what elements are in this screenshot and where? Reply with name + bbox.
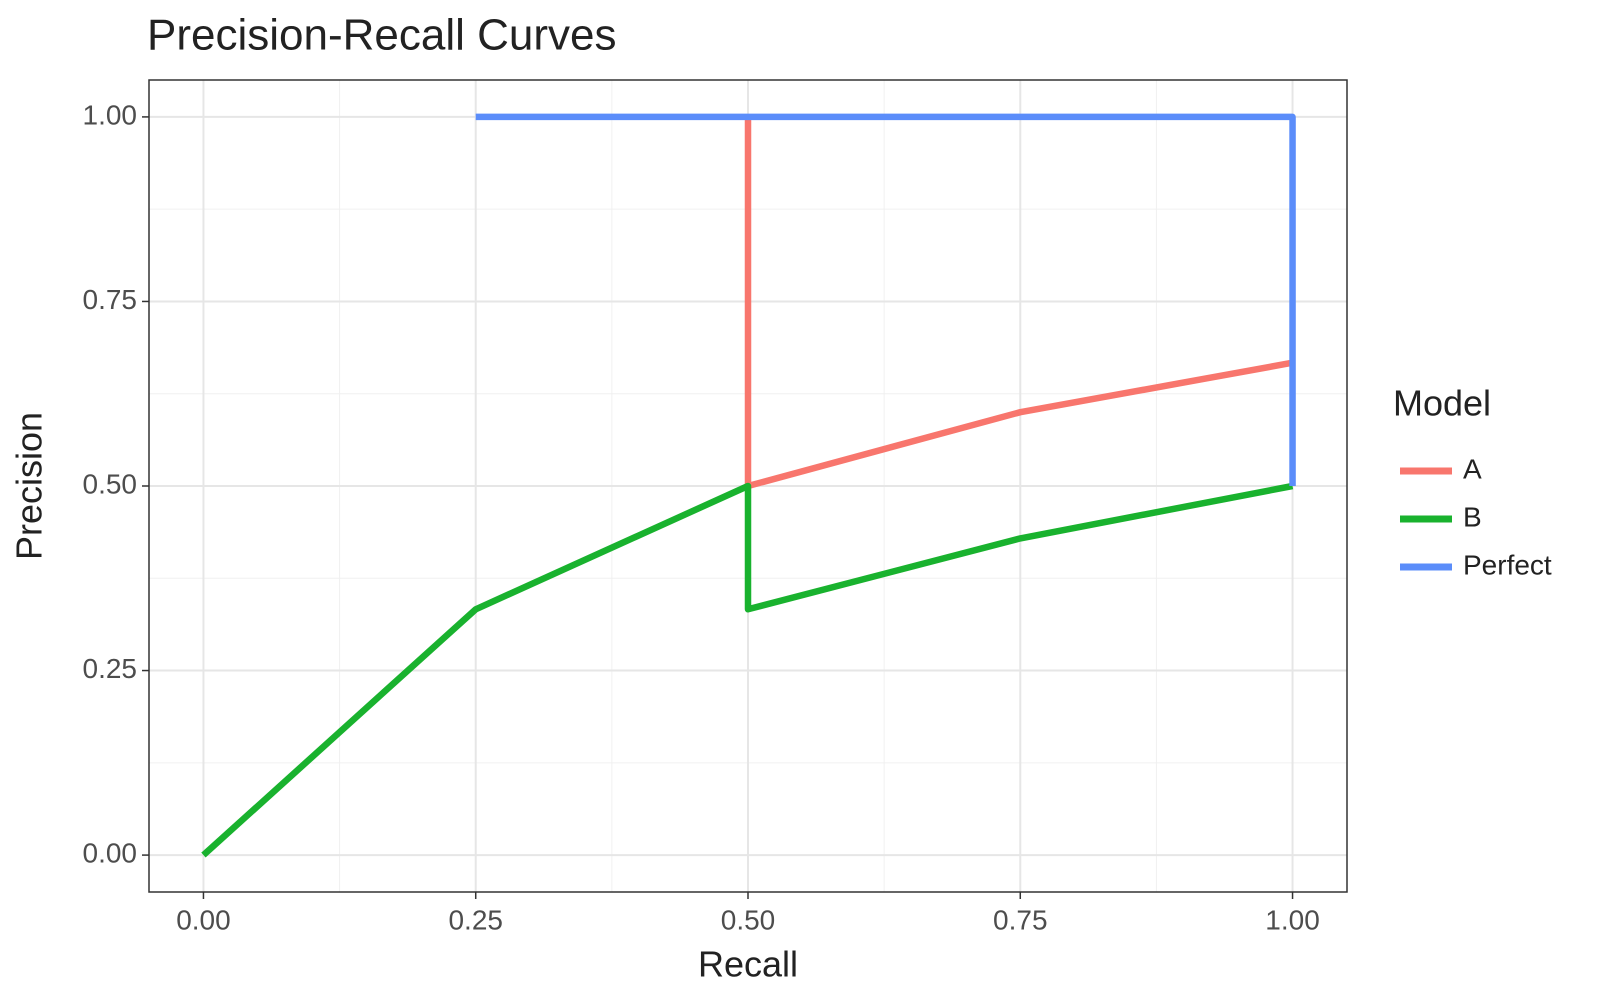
x-axis-title: Recall	[698, 944, 798, 985]
legend-label: B	[1463, 501, 1482, 532]
x-tick-label: 0.50	[721, 904, 776, 935]
y-tick-label: 0.25	[83, 653, 138, 684]
x-tick-label: 0.75	[993, 904, 1048, 935]
series-line	[475, 113, 1296, 486]
series-line	[744, 116, 1294, 490]
series-line	[201, 482, 1294, 858]
x-tick-label: 0.25	[448, 904, 503, 935]
y-tick-label: 0.50	[83, 468, 138, 499]
legend-label: Perfect	[1463, 549, 1552, 580]
chart-title: Precision-Recall Curves	[147, 11, 616, 60]
y-tick-label: 0.00	[83, 837, 138, 868]
legend-title: Model	[1393, 383, 1491, 424]
x-tick-label: 0.00	[176, 904, 231, 935]
plot-border	[148, 79, 1348, 893]
y-axis-title: Precision	[9, 412, 50, 560]
y-tick-label: 0.75	[83, 284, 138, 315]
y-tick-label: 1.00	[83, 99, 138, 130]
x-tick-label: 1.00	[1265, 904, 1320, 935]
legend-label: A	[1463, 453, 1482, 484]
